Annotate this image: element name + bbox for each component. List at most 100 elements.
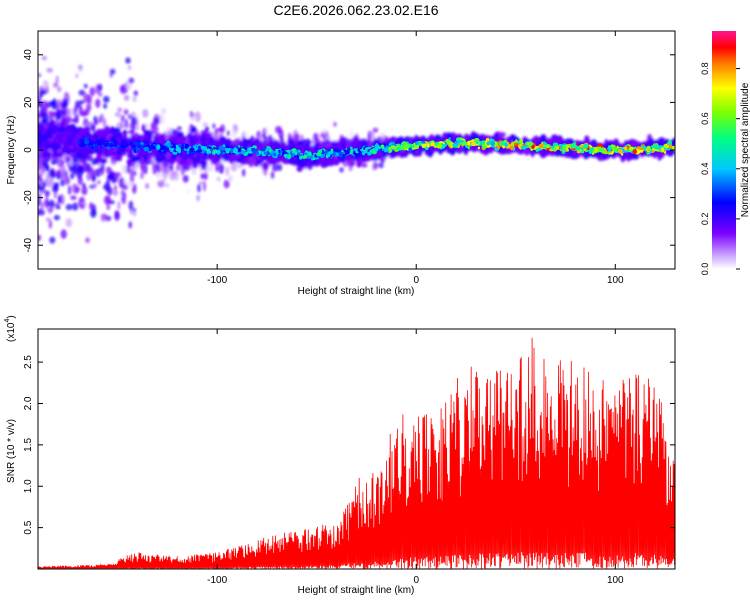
heatmap-cell xyxy=(140,171,144,180)
heatmap-ridge-cell xyxy=(89,141,94,146)
heatmap-ridge-cell xyxy=(471,139,475,143)
heatmap-cell xyxy=(38,234,41,241)
heatmap-cell xyxy=(302,139,307,144)
heatmap-cell xyxy=(228,175,233,182)
heatmap-cell xyxy=(199,160,208,168)
heatmap-ridge-cell xyxy=(481,145,487,149)
heatmap-ridge-cell xyxy=(189,147,195,153)
heatmap-cell xyxy=(270,171,275,179)
heatmap-cell xyxy=(193,158,202,165)
heatmap-cell xyxy=(152,162,157,172)
heatmap-ridge-cell xyxy=(312,156,316,161)
heatmap-ridge-cell xyxy=(519,138,523,144)
heatmap-cell xyxy=(38,190,44,195)
heatmap-ridge-cell xyxy=(159,145,165,151)
heatmap-cell xyxy=(45,86,49,94)
heatmap-cell xyxy=(241,168,246,177)
heatmap-cell xyxy=(69,173,75,180)
heatmap-cell xyxy=(53,190,58,199)
heatmap-ridge-cell xyxy=(362,151,366,156)
heatmap-cell xyxy=(129,172,135,184)
heatmap-cell xyxy=(498,132,506,138)
heatmap-cell xyxy=(265,126,269,135)
heatmap-cell xyxy=(56,109,63,116)
heatmap-cell xyxy=(134,132,139,139)
heatmap-cell xyxy=(51,99,57,110)
heatmap-ridge-cell xyxy=(445,139,451,144)
heatmap-cell xyxy=(97,128,103,137)
heatmap-cell xyxy=(124,184,128,190)
heatmap-cell xyxy=(63,99,69,108)
heatmap-cell xyxy=(333,121,337,127)
heatmap-ridge-cell xyxy=(349,146,353,151)
heatmap-cell xyxy=(182,175,189,183)
heatmap-ridge-cell xyxy=(510,145,514,151)
heatmap-cell xyxy=(191,115,197,122)
heatmap-cell xyxy=(145,183,150,189)
heatmap-cell xyxy=(204,126,210,132)
heatmap-cell xyxy=(223,153,230,162)
heatmap-ridge-cell xyxy=(247,147,252,153)
heatmap-cell xyxy=(161,108,166,114)
heatmap-cell xyxy=(175,163,181,172)
heatmap-cell xyxy=(573,153,580,159)
heatmap-cell xyxy=(43,104,48,113)
heatmap-cell xyxy=(670,138,675,147)
heatmap-ridge-cell xyxy=(597,143,602,148)
heatmap-cell xyxy=(128,221,133,229)
heatmap-cell xyxy=(90,209,97,218)
heatmap-cell xyxy=(332,159,340,166)
heatmap-cell xyxy=(430,134,434,140)
heatmap-ridge-cell xyxy=(82,141,85,147)
heatmap-cell xyxy=(38,131,42,139)
heatmap-cell xyxy=(78,64,83,72)
heatmap-cell xyxy=(65,203,73,211)
heatmap-cell xyxy=(293,137,299,143)
heatmap-cell xyxy=(133,90,138,97)
heatmap-cell xyxy=(372,127,379,133)
heatmap-cell xyxy=(301,146,309,151)
heatmap-cell xyxy=(61,135,67,143)
heatmap-cell xyxy=(187,158,192,164)
heatmap-ridge-cell xyxy=(252,149,258,154)
heatmap-cell xyxy=(38,172,42,180)
heatmap-ridge-cell xyxy=(202,147,207,151)
heatmap-cell xyxy=(95,168,101,178)
heatmap-cell xyxy=(215,163,219,172)
heatmap-cell xyxy=(104,181,111,193)
heatmap-cell xyxy=(142,109,149,118)
heatmap-cell xyxy=(153,117,160,126)
heatmap-ridge-cell xyxy=(110,143,114,147)
heatmap-cell xyxy=(229,155,237,162)
heatmap-cell xyxy=(138,150,142,157)
heatmap-cell xyxy=(180,157,184,165)
heatmap-cell xyxy=(277,163,283,172)
heatmap-ridge-cell xyxy=(97,141,101,145)
heatmap-cell xyxy=(99,164,105,176)
heatmap-cell xyxy=(153,138,158,143)
heatmap-ridge-cell xyxy=(546,147,550,151)
heatmap-cell xyxy=(373,161,379,170)
heatmap-ridge-cell xyxy=(151,145,156,150)
heatmap-cell xyxy=(186,137,190,146)
heatmap-cell xyxy=(74,104,78,113)
heatmap-cell xyxy=(120,190,125,202)
heatmap-ridge-cell xyxy=(197,145,201,149)
heatmap-cell xyxy=(71,118,79,123)
heatmap-cell xyxy=(128,181,134,187)
heatmap-cell xyxy=(128,200,134,211)
heatmap-cell xyxy=(523,148,531,156)
heatmap-cell xyxy=(117,201,121,210)
heatmap-cell xyxy=(223,179,230,189)
heatmap-cell xyxy=(188,137,195,144)
heatmap-ridge-cell xyxy=(383,147,389,153)
heatmap-cell xyxy=(46,67,54,73)
heatmap-cell xyxy=(567,150,571,158)
heatmap-ridge-cell xyxy=(333,151,336,157)
heatmap-cell xyxy=(100,113,104,123)
heatmap-cell xyxy=(279,136,284,144)
heatmap-ridge-cell xyxy=(608,148,612,152)
heatmap-cell xyxy=(237,156,243,163)
heatmap-cell xyxy=(116,193,122,199)
heatmap-cell xyxy=(105,152,110,157)
